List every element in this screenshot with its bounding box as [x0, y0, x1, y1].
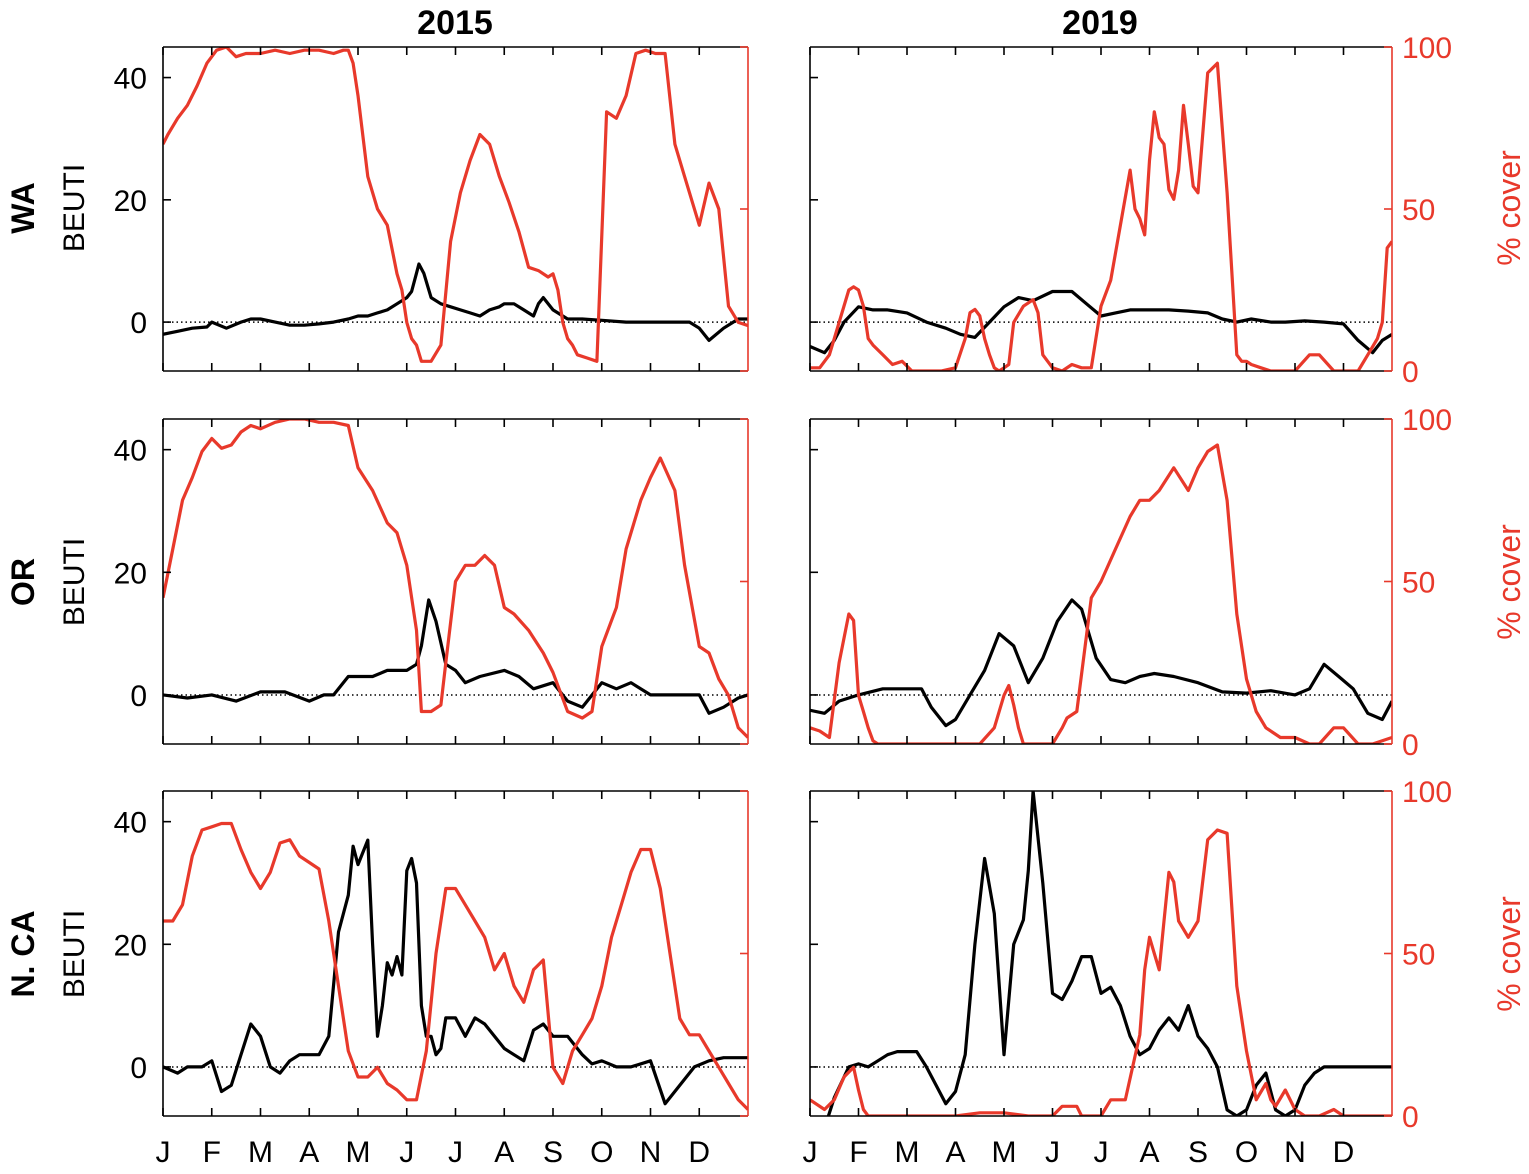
- beuti-line: [826, 791, 1392, 1116]
- x-tick-label: J: [448, 1136, 463, 1169]
- y-tick-label: 20: [114, 929, 147, 962]
- right-axis-label-nca: % cover: [1491, 896, 1527, 1012]
- x-tick-label: O: [590, 1136, 613, 1169]
- x-tick-label: O: [1235, 1136, 1258, 1169]
- y2-tick-label: 0: [1402, 729, 1419, 762]
- row-label-or: OR BEUTI: [5, 538, 91, 626]
- column-title-2015: 2015: [417, 4, 493, 42]
- y-tick-label: 40: [114, 435, 147, 468]
- beuti-line: [163, 262, 748, 342]
- y2-tick-label: 100: [1402, 404, 1452, 437]
- y2-tick-label: 0: [1402, 356, 1419, 389]
- x-tick-label: J: [1094, 1136, 1109, 1169]
- x-tick-label: S: [1188, 1136, 1208, 1169]
- x-tick-label: N: [1284, 1136, 1306, 1169]
- left-axis-label-wa: BEUTI: [58, 164, 91, 252]
- panel-wa-2015: 0 20 40: [114, 46, 749, 372]
- right-axis-label-or: % cover: [1491, 524, 1527, 640]
- x-tick-label: A: [299, 1136, 319, 1169]
- y-tick-label: 20: [114, 185, 147, 218]
- x-tick-label: D: [688, 1136, 710, 1169]
- x-tick-label: D: [1333, 1136, 1355, 1169]
- beuti-line: [810, 598, 1392, 728]
- x-tick-label: M: [346, 1136, 371, 1169]
- y2-tick-label: 50: [1402, 567, 1435, 600]
- x-tick-label: A: [945, 1136, 965, 1169]
- beuti-line: [810, 289, 1392, 355]
- y-tick-label: 40: [114, 63, 147, 96]
- y-tick-label: 40: [114, 807, 147, 840]
- row-label-wa: WA BEUTI: [5, 164, 91, 252]
- x-tick-label: M: [248, 1136, 273, 1169]
- y-tick-label: 0: [130, 680, 147, 713]
- y2-tick-label: 100: [1402, 776, 1452, 809]
- cover-line: [163, 47, 748, 363]
- x-tick-label: F: [203, 1136, 221, 1169]
- column-title-2019: 2019: [1062, 4, 1138, 42]
- left-axis-label-or: BEUTI: [58, 538, 91, 626]
- x-tick-label: J: [156, 1136, 171, 1169]
- cover-line: [810, 443, 1392, 744]
- y2-tick-label: 50: [1402, 939, 1435, 972]
- beuti-line: [163, 598, 748, 715]
- y2-tick-label: 50: [1402, 194, 1435, 227]
- beuti-line: [163, 838, 748, 1106]
- row-label-nca: N. CA BEUTI: [5, 910, 91, 998]
- y-tick-label: 0: [130, 307, 147, 340]
- panel-or-2019: 0 50 100: [809, 404, 1452, 762]
- y-tick-label: 20: [114, 557, 147, 590]
- x-tick-label: A: [1139, 1136, 1159, 1169]
- right-axis-label-wa: % cover: [1491, 150, 1527, 266]
- row-region-or: OR: [5, 558, 41, 606]
- panel-or-2015: 0 20 40: [114, 418, 749, 745]
- x-tick-label: M: [895, 1136, 920, 1169]
- cover-line: [163, 419, 748, 739]
- cover-line: [810, 61, 1392, 371]
- x-tick-label: M: [992, 1136, 1017, 1169]
- x-tick-label: S: [543, 1136, 563, 1169]
- y2-tick-label: 100: [1402, 32, 1452, 65]
- x-tick-label: J: [399, 1136, 414, 1169]
- cover-line: [810, 828, 1392, 1116]
- y-tick-label: 0: [130, 1052, 147, 1085]
- panel-wa-2019: 0 50 100: [809, 32, 1452, 389]
- x-tick-label: F: [849, 1136, 867, 1169]
- left-axis-label-nca: BEUTI: [58, 910, 91, 998]
- cover-line: [163, 821, 748, 1111]
- row-region-nca: N. CA: [5, 910, 41, 997]
- x-tick-label: A: [494, 1136, 514, 1169]
- x-tick-label: N: [640, 1136, 662, 1169]
- y2-tick-label: 0: [1402, 1101, 1419, 1134]
- x-tick-label: J: [803, 1136, 818, 1169]
- x-tick-label: J: [1045, 1136, 1060, 1169]
- row-region-wa: WA: [5, 182, 41, 234]
